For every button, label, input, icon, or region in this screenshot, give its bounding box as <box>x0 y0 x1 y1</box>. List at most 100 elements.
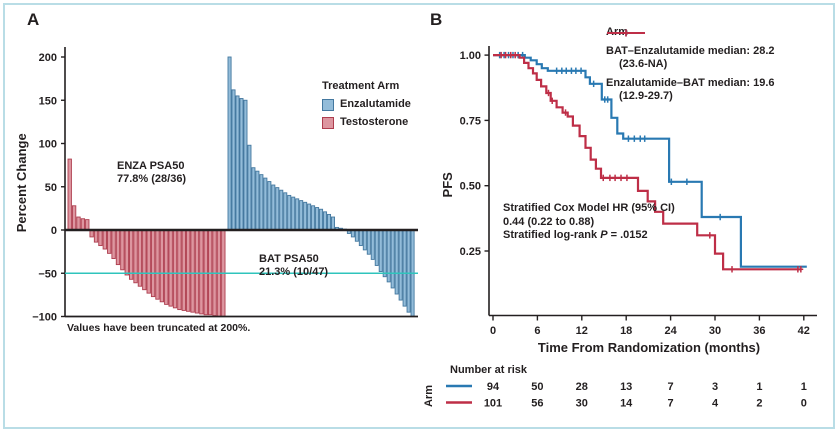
at-risk-count: 1 <box>756 381 762 393</box>
waterfall-bar-enzalutamide <box>311 205 316 231</box>
legend-swatch <box>322 98 334 111</box>
waterfall-bar-testosterone <box>159 229 165 303</box>
at-risk-count: 30 <box>576 398 588 410</box>
treatment-arm-legend-title: Treatment Arm <box>322 80 400 92</box>
waterfall-bar-enzalutamide <box>263 177 268 231</box>
waterfall-bar-testosterone <box>133 229 138 284</box>
legend-label: Enzalutamide <box>340 98 411 111</box>
km-x-axis-label: Time From Randomization (months) <box>537 340 761 355</box>
waterfall-bar-enzalutamide <box>390 229 395 289</box>
waterfall-y-tick-label: 0 <box>51 225 57 237</box>
km-x-tick-label: 36 <box>753 325 765 337</box>
km-x-tick-label: 24 <box>664 325 677 337</box>
waterfall-bar-enzalutamide <box>382 229 387 278</box>
waterfall-y-tick-label: −50 <box>38 268 57 280</box>
km-stats-line3: Stratified log-rank P = .0152 <box>503 229 648 241</box>
km-x-tick-label: 42 <box>798 325 810 337</box>
at-risk-count: 1 <box>801 381 807 393</box>
waterfall-bar-testosterone <box>85 219 90 231</box>
at-risk-count: 2 <box>756 398 762 410</box>
waterfall-y-axis-label: Percent Change <box>14 133 30 233</box>
waterfall-bar-testosterone <box>67 158 72 231</box>
waterfall-bar-enzalutamide <box>279 189 284 231</box>
waterfall-bar-enzalutamide <box>271 184 276 231</box>
waterfall-bar-enzalutamide <box>295 198 300 231</box>
bat-psa50-line2: 21.3% (10/47) <box>259 266 329 278</box>
waterfall-bar-enzalutamide <box>243 99 248 231</box>
waterfall-bar-testosterone <box>76 216 81 231</box>
waterfall-bar-enzalutamide <box>406 229 411 313</box>
at-risk-count: 14 <box>620 398 633 410</box>
enza-psa50-line1: ENZA PSA50 <box>117 160 185 172</box>
waterfall-bar-enzalutamide <box>259 174 264 231</box>
waterfall-bar-enzalutamide <box>319 208 324 231</box>
km-x-tick-label: 0 <box>490 325 496 337</box>
waterfall-bar-testosterone <box>199 229 204 315</box>
waterfall-bar-enzalutamide <box>386 229 391 283</box>
waterfall-bar-enzalutamide <box>235 95 240 231</box>
km-legend-red-label: Enzalutamide–BAT median: 19.6 <box>606 77 775 90</box>
waterfall-bar-enzalutamide <box>327 213 332 231</box>
number-at-risk-title: Number at risk <box>450 364 528 376</box>
waterfall-bar-enzalutamide <box>291 196 296 231</box>
waterfall-bar-enzalutamide <box>378 229 383 272</box>
waterfall-bar-testosterone <box>98 229 103 247</box>
treatment-arm-legend-item-enzalutamide: Enzalutamide <box>322 98 411 111</box>
km-stats-line1: Stratified Cox Model HR (95% CI) <box>503 202 675 214</box>
km-legend-entry-enza-bat: Enzalutamide–BAT median: 19.6 (12.9-29.7… <box>606 29 775 103</box>
at-risk-row-label: Arm <box>423 385 435 407</box>
waterfall-bar-enzalutamide <box>247 144 252 231</box>
km-legend-swatch-red <box>607 29 645 37</box>
km-legend-entry-bat-enza: BAT–Enzalutamide median: 28.2 (23.6-NA) <box>606 29 775 71</box>
km-y-tick-label: 1.00 <box>460 50 481 62</box>
waterfall-bar-enzalutamide <box>303 201 308 231</box>
bat-psa50-line1: BAT PSA50 <box>259 253 319 265</box>
waterfall-bar-testosterone <box>186 229 191 312</box>
waterfall-y-tick-label: 200 <box>39 52 57 64</box>
waterfall-bar-enzalutamide <box>287 194 292 231</box>
at-risk-count: 50 <box>531 381 543 393</box>
waterfall-bar-testosterone <box>102 229 107 250</box>
waterfall-bar-enzalutamide <box>370 229 375 260</box>
waterfall-bar-enzalutamide <box>275 187 280 231</box>
waterfall-bar-testosterone <box>150 229 156 298</box>
km-legend-blue-label: BAT–Enzalutamide median: 28.2 <box>606 45 775 58</box>
waterfall-bar-testosterone <box>172 229 178 309</box>
waterfall-bar-testosterone <box>107 229 112 254</box>
at-risk-count: 101 <box>484 398 502 410</box>
waterfall-footnote: Values have been truncated at 200%. <box>67 322 251 334</box>
waterfall-bar-testosterone <box>137 229 143 287</box>
panel-b-label: B <box>430 10 443 29</box>
waterfall-bar-enzalutamide <box>354 229 359 242</box>
enza-psa50-line2: 77.8% (28/36) <box>117 173 187 185</box>
km-y-tick-label: 0.75 <box>460 115 481 127</box>
at-risk-count: 7 <box>668 381 674 393</box>
at-risk-count: 94 <box>487 381 500 393</box>
waterfall-bar-testosterone <box>203 229 208 316</box>
waterfall-y-tick-label: 150 <box>39 95 57 107</box>
waterfall-bar-enzalutamide <box>315 207 320 231</box>
waterfall-bar-testosterone <box>80 218 86 231</box>
waterfall-bar-enzalutamide <box>267 181 272 231</box>
waterfall-bar-enzalutamide <box>255 170 260 231</box>
waterfall-bar-testosterone <box>93 229 99 243</box>
km-legend: Arm BAT–Enzalutamide median: 28.2 (23.6-… <box>606 26 775 103</box>
waterfall-bar-testosterone <box>181 229 186 311</box>
at-risk-count: 7 <box>668 398 674 410</box>
panel-a-label: A <box>27 10 40 29</box>
waterfall-bar-testosterone <box>190 229 195 313</box>
waterfall-bar-enzalutamide <box>231 89 236 231</box>
waterfall-bar-enzalutamide <box>323 211 328 231</box>
legend-swatch <box>322 116 334 129</box>
waterfall-chart: 200 150 100 50 0 −50 −100 <box>32 47 418 324</box>
waterfall-bar-enzalutamide <box>394 229 399 295</box>
km-stats-annotation: Stratified Cox Model HR (95% CI) 0.44 (0… <box>503 202 675 243</box>
km-x-tick-label: 18 <box>620 325 632 337</box>
at-risk-count: 3 <box>712 381 718 393</box>
at-risk-count: 28 <box>576 381 588 393</box>
waterfall-bar-testosterone <box>194 229 200 314</box>
waterfall-bar-enzalutamide <box>374 229 379 266</box>
waterfall-bar-testosterone <box>111 229 116 259</box>
